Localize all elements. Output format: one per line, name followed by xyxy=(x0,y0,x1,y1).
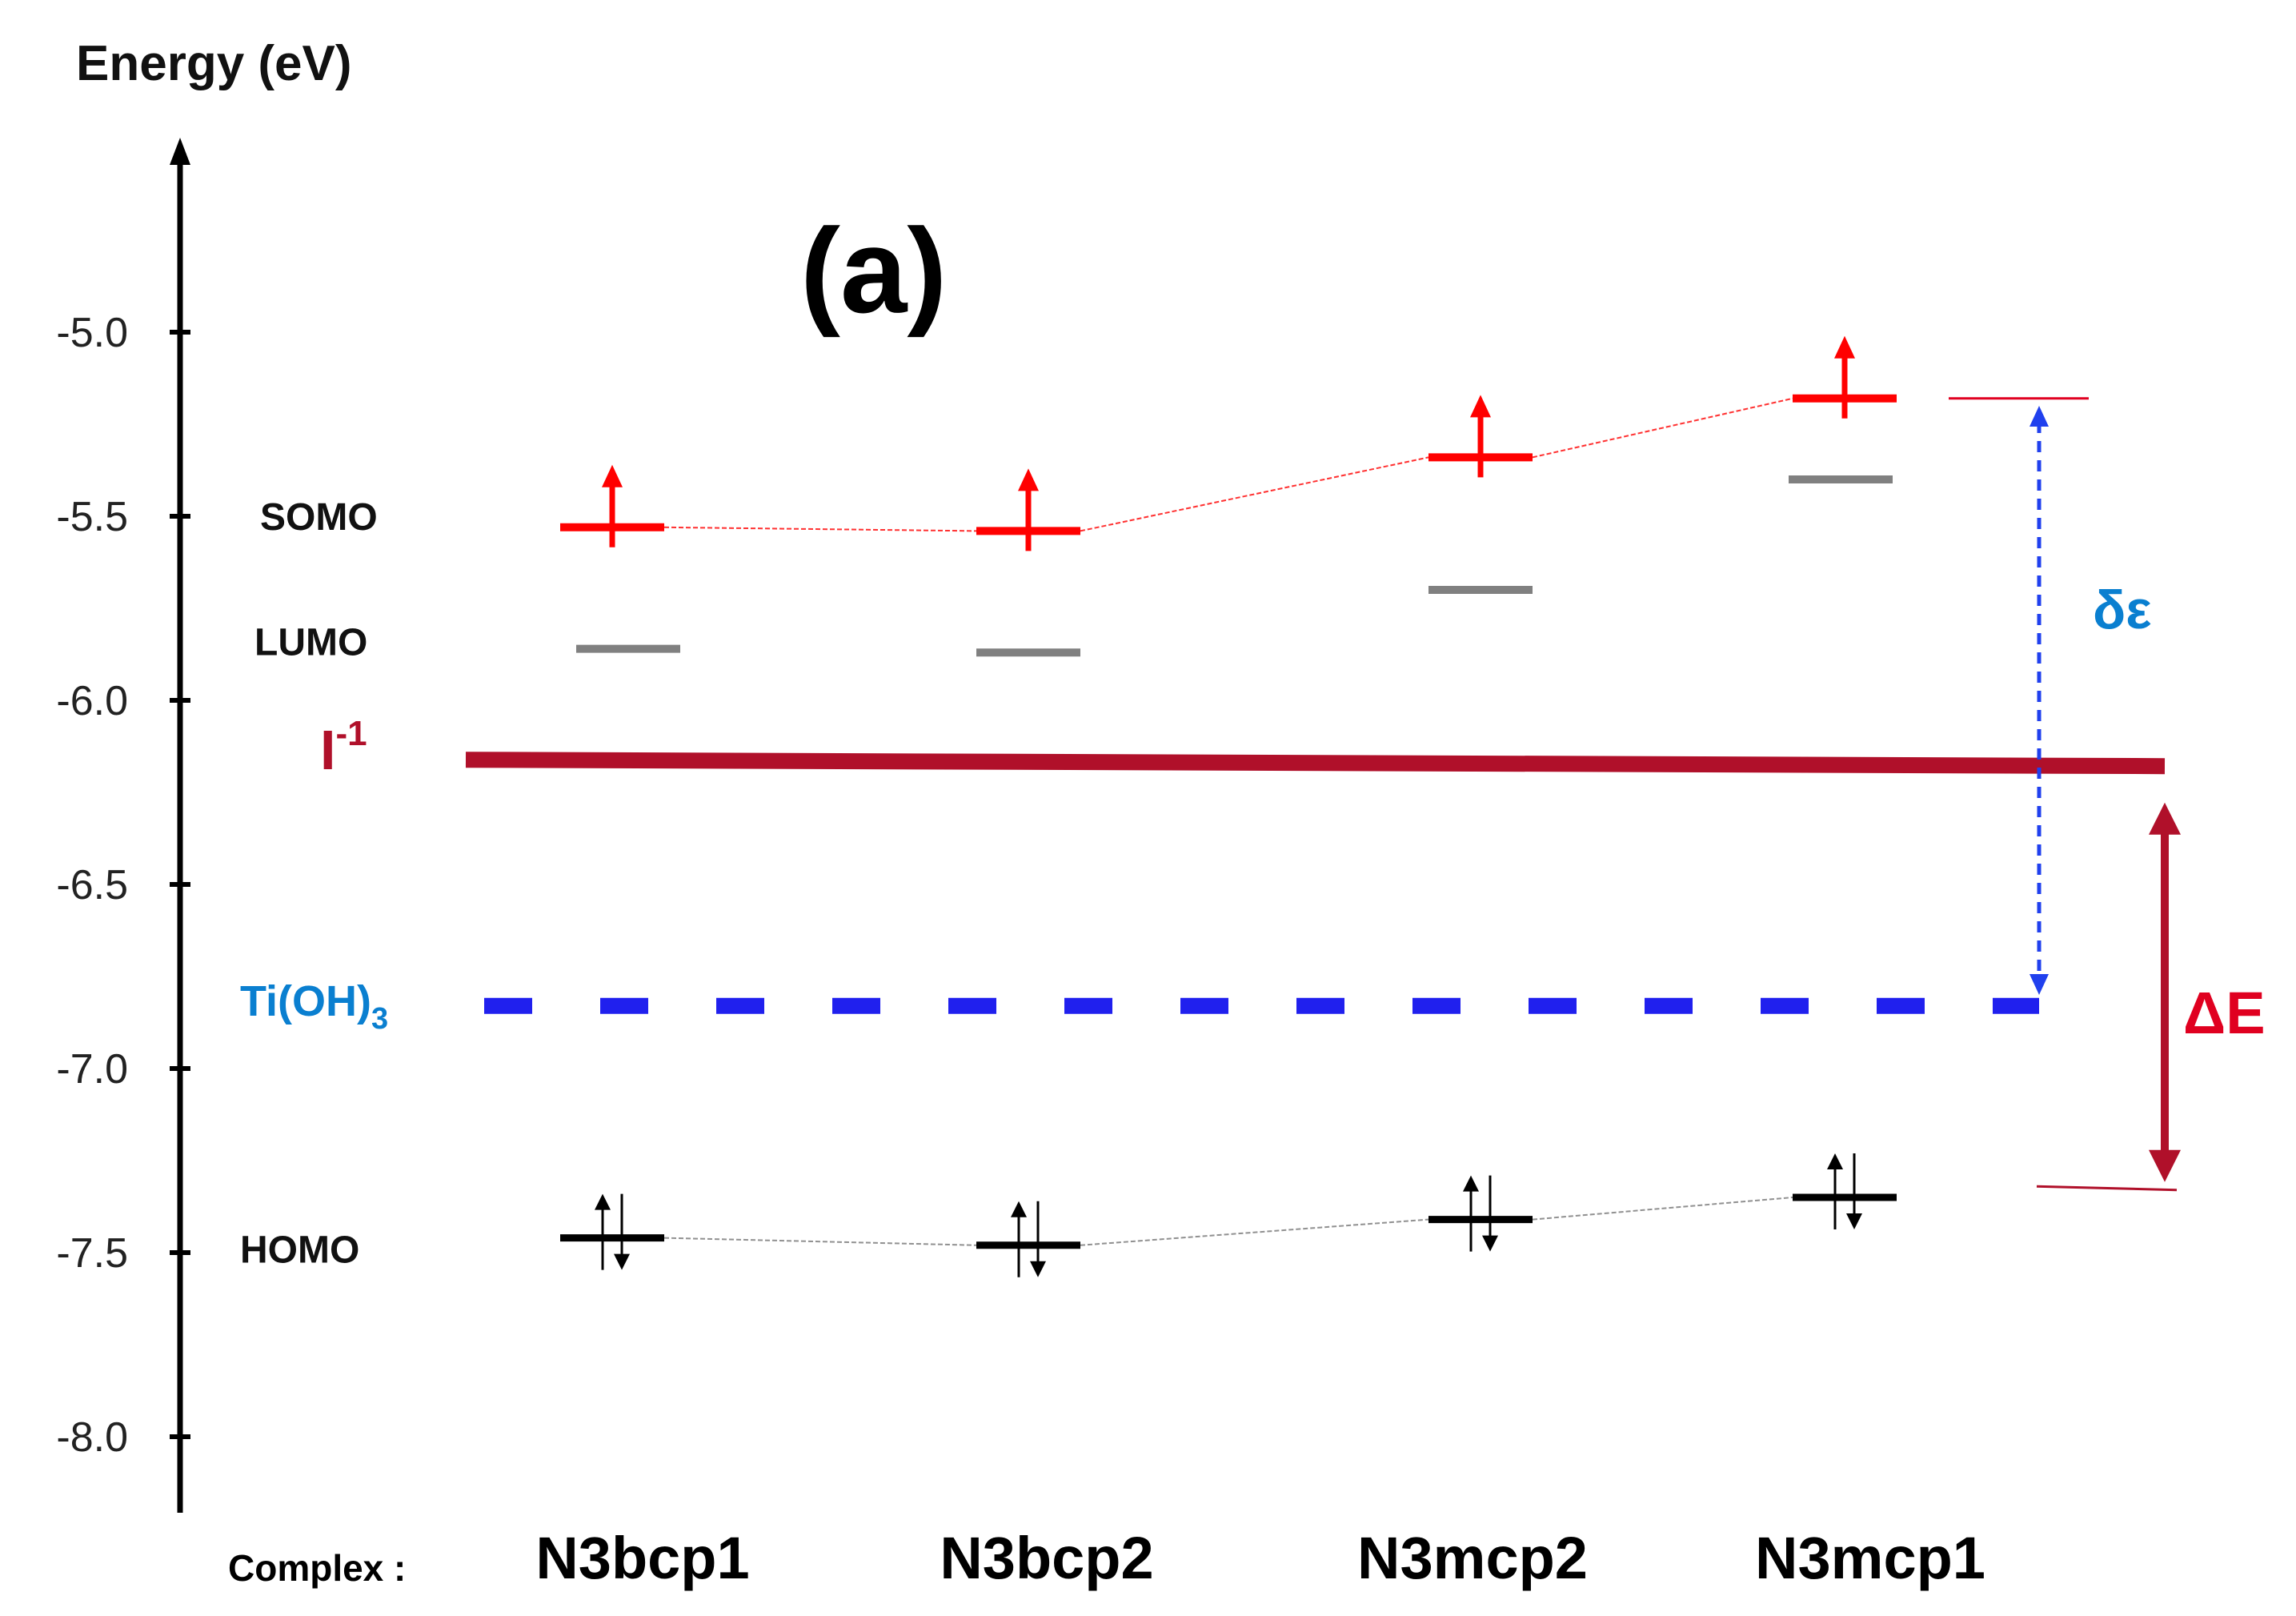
homo-electron-down-head xyxy=(1030,1261,1046,1277)
y-tick-label: -5.5 xyxy=(56,494,128,540)
somo-electron-arrowhead xyxy=(1834,335,1855,359)
complex-label: N3bcp2 xyxy=(940,1525,1153,1591)
y-tick-label: -6.5 xyxy=(56,862,128,908)
level-connector xyxy=(663,526,977,532)
ref-label-iodide: I-1 xyxy=(320,714,367,781)
homo-electron-down-head xyxy=(1482,1235,1498,1252)
level-connector xyxy=(663,1237,977,1246)
delta-epsilon-arrowhead-top xyxy=(2030,406,2049,427)
panel-label: (a) xyxy=(800,203,947,338)
homo-electron-up-head xyxy=(595,1193,611,1210)
reference-levels xyxy=(465,752,2166,1014)
homo-electron-down-head xyxy=(614,1253,630,1270)
annotations xyxy=(1949,397,2181,1192)
complex-label: N3bcp1 xyxy=(535,1525,749,1591)
series-connectors xyxy=(663,397,1793,1246)
homo-electron-up-head xyxy=(1011,1201,1027,1217)
delta-e-arrowhead-bottom xyxy=(2149,1149,2181,1182)
somo-electron-arrowhead xyxy=(1470,395,1491,418)
homo-electron-up-head xyxy=(1827,1153,1843,1169)
somo-electron-arrowhead xyxy=(602,464,623,487)
level-connector xyxy=(1532,397,1793,459)
somo-electron-arrowhead xyxy=(1018,468,1039,491)
delta-epsilon-arrowhead-bottom xyxy=(2030,974,2049,995)
delta-e-label: ΔE xyxy=(2183,980,2266,1046)
y-tick-label: -7.0 xyxy=(56,1046,128,1093)
complex-label: N3mcp2 xyxy=(1357,1525,1588,1591)
row-label-somo: SOMO xyxy=(260,496,378,539)
ref-label-tioh3: Ti(OH)3 xyxy=(240,977,388,1036)
level-connector xyxy=(1080,1218,1429,1246)
row-label-lumo: LUMO xyxy=(254,621,367,664)
y-tick-label: -7.5 xyxy=(56,1230,128,1277)
delta-epsilon-label: δε xyxy=(2093,579,2152,640)
energy-levels xyxy=(560,335,1897,1277)
y-axis-title: Energy (eV) xyxy=(76,36,352,91)
y-ticks: -5.0 -5.5 -6.0 -6.5 -7.0 -7.5 -8.0 xyxy=(56,310,190,1461)
complex-prefix: Complex : xyxy=(228,1547,406,1589)
y-tick-label: -5.0 xyxy=(56,310,128,356)
homo-electron-down-head xyxy=(1846,1213,1862,1229)
complex-label: N3mcp1 xyxy=(1755,1525,1985,1591)
homo-electron-up-head xyxy=(1463,1175,1479,1192)
ref-line-iodide xyxy=(465,752,2166,775)
category-labels: N3bcp1 N3bcp2 N3mcp2 N3mcp1 xyxy=(535,1525,1985,1591)
delta-e-arrowhead-top xyxy=(2149,802,2181,835)
row-label-homo: HOMO xyxy=(240,1229,359,1271)
y-axis-arrowhead xyxy=(170,138,190,165)
level-connector xyxy=(1532,1197,1793,1221)
homo-reference-tick xyxy=(2036,1185,2178,1192)
level-connector xyxy=(1080,456,1429,532)
y-tick-label: -6.0 xyxy=(56,678,128,724)
y-tick-label: -8.0 xyxy=(56,1414,128,1461)
